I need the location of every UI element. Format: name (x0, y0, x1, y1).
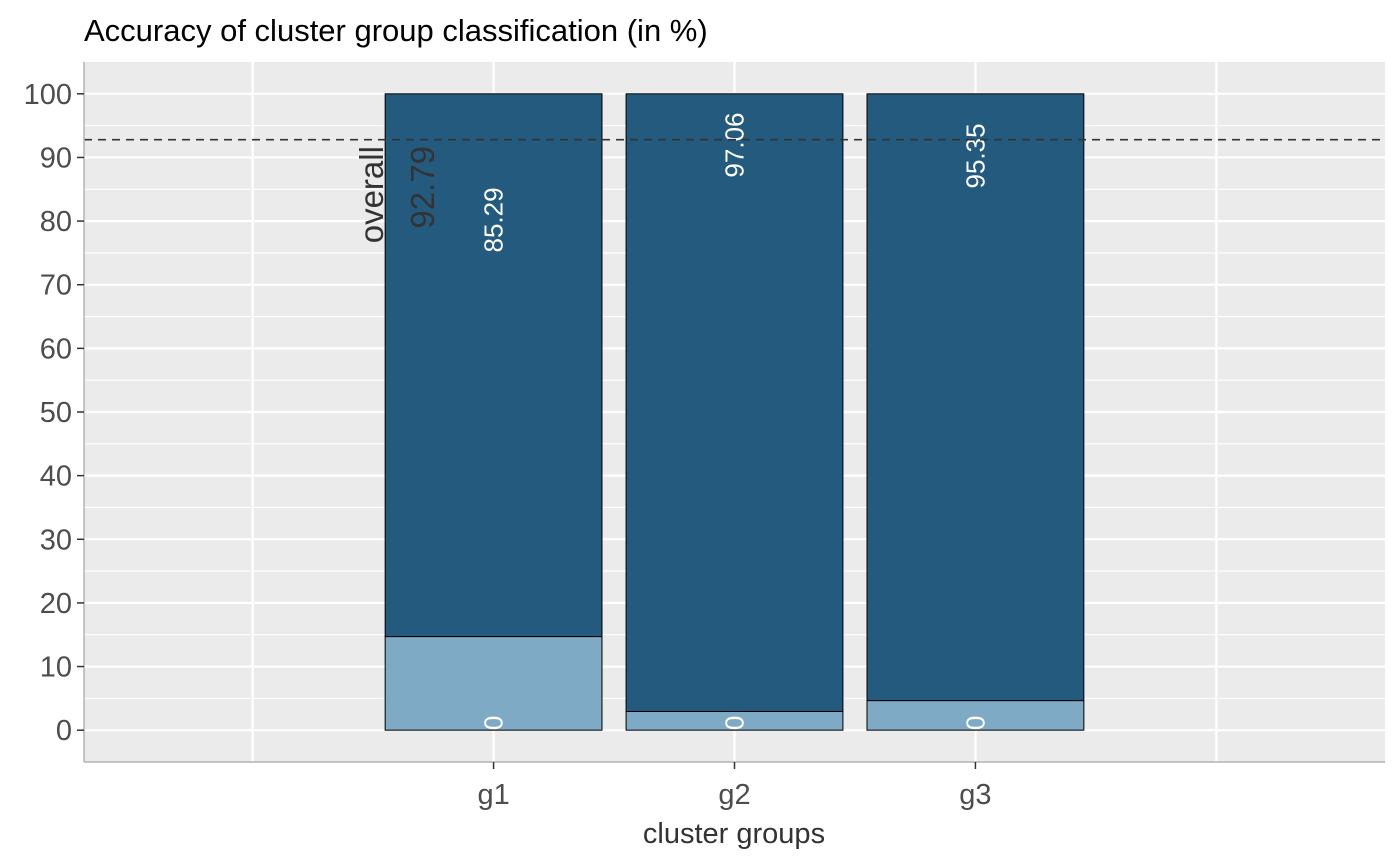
bar-g1-segment-2 (384, 93, 603, 638)
bar-g3-segment-1 (866, 700, 1085, 731)
overall-value-label: 92.79 (404, 146, 441, 229)
bar-labels: 0 85.29 0 97.06 0 95.35 (479, 113, 991, 731)
bar-label-g3-segment-1: 0 (960, 716, 990, 730)
bar-label-g3-segment-2: 95.35 (960, 123, 990, 188)
bar-g2-segment-2 (625, 93, 844, 712)
bar-label-g2-segment-1: 0 (720, 716, 750, 730)
bars (384, 93, 1085, 731)
y-tick-label: 40 (40, 461, 72, 493)
x-axis-ticks: g1 g2 g3 (477, 762, 992, 811)
y-tick-label: 100 (24, 79, 72, 111)
y-tick-label: 90 (40, 142, 72, 174)
bar-label-g2-segment-2: 97.06 (720, 113, 750, 178)
x-axis-title: cluster groups (643, 818, 825, 850)
y-tick-label: 50 (40, 397, 72, 429)
bar-label-g1-segment-1: 0 (479, 716, 509, 730)
x-tick-label: g3 (959, 779, 991, 811)
y-tick-label: 10 (40, 652, 72, 684)
y-tick-label: 30 (40, 524, 72, 556)
bar-g1-segment-1 (384, 636, 603, 731)
y-tick-label: 70 (40, 270, 72, 302)
y-axis-ticks: 0 10 20 30 40 50 60 70 80 90 100 (24, 79, 84, 747)
x-tick-label: g1 (477, 779, 509, 811)
y-tick-label: 60 (40, 333, 72, 365)
y-tick-label: 20 (40, 588, 72, 620)
overall-label: overall (353, 146, 390, 243)
bar-g3-segment-2 (866, 93, 1085, 702)
chart-title: Accuracy of cluster group classification… (84, 13, 708, 48)
x-tick-label: g2 (718, 779, 750, 811)
bar-label-g1-segment-2: 85.29 (479, 187, 509, 252)
y-tick-label: 80 (40, 206, 72, 238)
y-tick-label: 0 (56, 715, 72, 747)
